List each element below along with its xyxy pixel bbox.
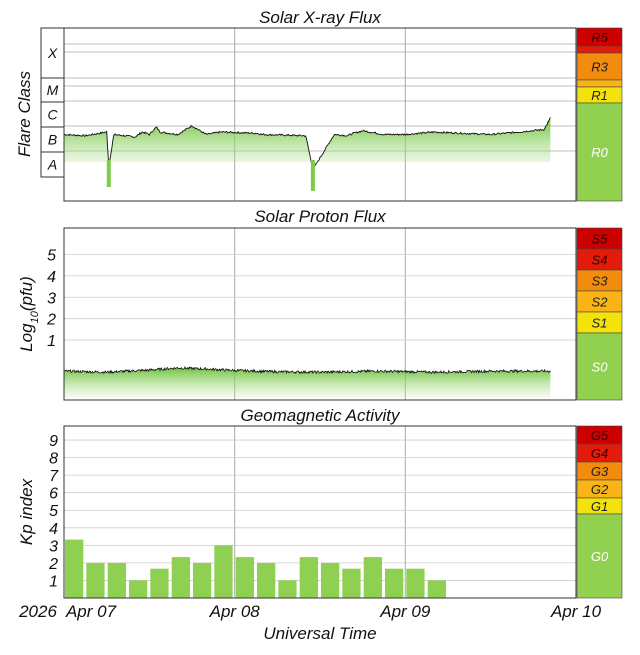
s-label-s3: S3	[592, 274, 609, 289]
kp-bar	[193, 562, 212, 598]
proton-tick-4: 4	[47, 269, 56, 286]
kp-bar	[278, 580, 297, 598]
kp-bar	[321, 562, 340, 598]
s-label-s5: S5	[592, 232, 609, 247]
solar-radiation-scale: S5 S4 S3 S2 S1 S0	[576, 227, 623, 401]
x-axis-label: Universal Time	[263, 624, 376, 643]
s-label-s0: S0	[592, 360, 609, 375]
kp-tick-1: 1	[49, 573, 58, 590]
s-label-s2: S2	[592, 295, 609, 310]
r-level-r0	[576, 102, 623, 202]
g-label-g5: G5	[591, 428, 609, 443]
xray-flux-dip	[106, 160, 111, 187]
kp-bar	[235, 557, 254, 598]
kp-plot-area	[63, 425, 577, 599]
kp-tick-2: 2	[48, 556, 58, 573]
s-level-s0	[576, 332, 623, 401]
proton-tick-2: 2	[46, 312, 56, 329]
kp-bar	[406, 568, 425, 598]
kp-bar	[129, 580, 148, 598]
g-level-g0	[576, 513, 623, 599]
g-label-g2: G2	[591, 482, 609, 497]
r-level-r4	[576, 45, 623, 54]
x-tick-apr-10: Apr 10	[550, 602, 602, 621]
kp-bar	[107, 562, 126, 598]
kp-bar	[86, 562, 105, 598]
xray-plot-area	[63, 27, 577, 202]
kp-bar	[257, 562, 276, 598]
proton-flux-area	[64, 367, 551, 398]
kp-y-axis-label: Kp index	[17, 478, 36, 545]
kp-tick-8: 8	[49, 451, 58, 468]
r-label-r3: R3	[591, 60, 608, 75]
xray-y-axis-label: Flare Class	[15, 71, 34, 157]
proton-chart-title: Solar Proton Flux	[254, 207, 386, 226]
flare-class-label-c: C	[47, 107, 58, 123]
g-label-g4: G4	[591, 446, 608, 461]
r-label-r1: R1	[591, 88, 608, 103]
x-axis-ticks: Apr 07 Apr 08 Apr 09 Apr 10	[65, 602, 602, 621]
r-label-r0: R0	[591, 145, 608, 160]
geomagnetic-storm-scale: G5 G4 G3 G2 G1 G0	[576, 425, 623, 599]
proton-tick-1: 1	[47, 333, 56, 350]
kp-bar	[214, 545, 233, 598]
kp-bar	[171, 557, 190, 598]
kp-tick-5: 5	[49, 503, 58, 520]
radio-blackout-scale: R5 R3 R1 R0	[576, 27, 623, 202]
kp-bar	[363, 557, 382, 598]
kp-bar	[385, 568, 404, 598]
g-label-g3: G3	[591, 464, 609, 479]
r-level-r2	[576, 79, 623, 88]
proton-y-ticks: 1 2 3 4 5	[46, 247, 56, 350]
xray-chart-title: Solar X-ray Flux	[259, 8, 381, 27]
kp-tick-6: 6	[49, 486, 58, 503]
proton-y-axis-label: Log10(pfu)	[17, 276, 41, 352]
kp-bar	[299, 557, 318, 598]
proton-flux-line	[63, 366, 551, 375]
flare-class-label-m: M	[47, 82, 59, 98]
x-tick-apr-07: Apr 07	[65, 602, 117, 621]
kp-tick-3: 3	[49, 538, 58, 555]
kp-tick-9: 9	[49, 433, 58, 450]
s-label-s4: S4	[592, 253, 608, 268]
kp-bar	[150, 568, 169, 598]
flare-class-label-b: B	[48, 132, 57, 148]
flare-class-label-x: X	[47, 45, 58, 61]
year-label: 2026	[18, 602, 57, 621]
kp-tick-4: 4	[49, 521, 58, 538]
g-label-g1: G1	[591, 499, 608, 514]
proton-plot-area	[63, 227, 577, 401]
flare-class-box-a	[40, 151, 65, 178]
xray-flux-dip	[310, 160, 315, 191]
x-tick-apr-08: Apr 08	[209, 602, 261, 621]
x-tick-apr-09: Apr 09	[379, 602, 431, 621]
r-level-r3	[576, 52, 623, 81]
kp-bar	[427, 580, 446, 598]
s-label-s1: S1	[592, 316, 608, 331]
r-label-r5: R5	[591, 30, 608, 45]
g-label-g0: G0	[591, 549, 609, 564]
kp-bar	[65, 539, 84, 598]
kp-tick-7: 7	[49, 468, 59, 485]
kp-chart-title: Geomagnetic Activity	[240, 406, 401, 425]
flare-class-label-a: A	[47, 157, 57, 173]
kp-bar	[342, 568, 361, 598]
proton-tick-3: 3	[47, 290, 56, 307]
xray-flux-line	[63, 117, 551, 171]
proton-tick-5: 5	[47, 247, 56, 264]
